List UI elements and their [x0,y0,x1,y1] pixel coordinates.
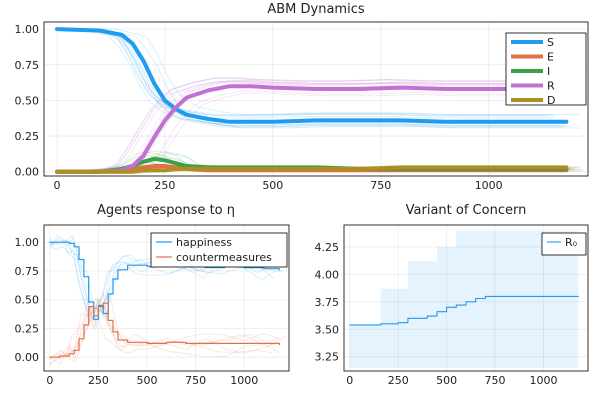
ensemble-trace [57,80,564,172]
x-tick-label: 500 [262,179,283,192]
y-tick-label: 0.75 [15,265,40,278]
tick-labels: 0 250 500 750 1000 0.00 0.25 0.50 0.75 1.00 [15,236,259,387]
ensemble-trace [49,305,281,364]
legend-label-D: D [547,94,555,107]
y-tick-label: 1.00 [15,23,40,36]
r0-uncertainty-band [349,230,579,368]
ensemble-trace [57,81,552,172]
grid [344,225,588,371]
y-tick-label: 0.50 [15,94,40,107]
x-tick-label: 0 [53,179,60,192]
x-tick-label: 0 [46,374,53,387]
y-tick-label: 3.25 [315,351,340,364]
ensemble-trace [49,234,283,328]
series-line-S [55,27,569,124]
ensemble-trace [56,27,556,117]
legend-label-R: R [547,80,555,93]
y-tick-label: 0.25 [15,130,40,143]
agents-response-panel: Agents response to η 0 250 500 750 10000.000… [15,203,290,387]
ensemble-trace [49,304,273,361]
ensemble-trace [57,80,556,172]
x-tick-label: 250 [88,374,109,387]
series-line-D [55,165,569,174]
chart-title: Agents response to η [97,203,235,218]
legend-box [541,232,587,256]
y-tick-label: 4.25 [315,241,340,254]
y-tick-label: 0.75 [15,59,40,72]
ensemble-trace [57,77,554,171]
series-line-countermeasures [49,302,280,358]
abm-dynamics-panel: ABM Dynamics 0 250 500 750 10000.000.250.500… [15,2,589,192]
y-tick-label: 0.00 [15,351,40,364]
x-tick-label: 250 [388,374,409,387]
plot-area [43,224,290,372]
ensemble-trace [56,29,560,126]
ensemble-trace [49,305,280,365]
chart-title: ABM Dynamics [267,2,364,17]
y-tick-label: 0.50 [15,294,40,307]
ensemble-trace [56,27,551,116]
ensemble-trace [49,240,275,320]
x-tick-label: 250 [154,179,175,192]
x-tick-label: 1000 [230,374,258,387]
x-tick-label: 750 [185,374,206,387]
ensemble-trace [56,29,581,129]
ensemble-trace [56,27,554,115]
y-tick-label: 0.00 [15,166,40,179]
ensemble-trace [57,77,551,171]
y-tick-label: 4.00 [315,268,340,281]
legend-box [150,232,288,268]
series-lines [55,27,584,174]
legend: R₀ [541,232,587,256]
series-line-R₀ [349,295,579,326]
x-tick-label: 500 [436,374,457,387]
ensemble-trace [57,78,551,171]
x-tick-label: 500 [137,374,158,387]
chart-title: Variant of Concern [406,203,527,218]
plot-area [43,21,589,177]
ensemble-trace [56,29,563,128]
ensemble-trace [56,27,580,116]
legend-label-R₀: R₀ [565,236,578,249]
legend-label-E: E [547,51,554,64]
x-tick-label: 0 [346,374,353,387]
x-tick-label: 750 [370,179,391,192]
legend-label-I: I [547,65,550,78]
tick-labels: 0 250 500 750 1000 0.00 0.25 0.50 0.75 1.00 [15,23,503,192]
y-tick-label: 3.50 [315,323,340,336]
y-tick-label: 0.25 [15,322,40,335]
legend: happiness countermeasures [150,232,288,268]
y-tick-label: 1.00 [15,236,40,249]
plot-area [343,224,589,372]
ensemble-trace [49,234,278,323]
x-tick-label: 1000 [475,179,503,192]
legend-label-countermeasures: countermeasures [176,251,272,264]
series-lines [349,230,579,368]
series-line-R [55,84,569,174]
x-tick-label: 750 [485,374,506,387]
y-tick-label: 3.75 [315,296,340,309]
variant-of-concern-panel: Variant of Concern 0 250 500 750 1000 3.25 3.5… [315,203,589,387]
legend-label-S: S [547,36,554,49]
ensemble-trace [56,29,552,125]
x-tick-label: 1000 [529,374,557,387]
ensemble-trace [56,29,567,127]
legend-label-happiness: happiness [176,236,232,249]
tick-labels: 0 250 500 750 1000 3.25 3.50 3.75 4.00 4.25 [315,241,558,387]
